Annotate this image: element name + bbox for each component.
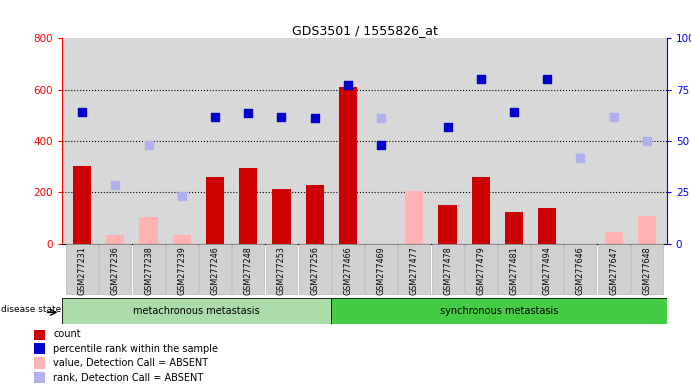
- FancyBboxPatch shape: [565, 244, 596, 294]
- FancyBboxPatch shape: [498, 244, 530, 294]
- Point: [276, 114, 287, 120]
- Bar: [638, 215, 656, 244]
- Text: GSM277479: GSM277479: [476, 247, 485, 295]
- FancyBboxPatch shape: [332, 244, 364, 294]
- Bar: [339, 87, 357, 244]
- Bar: [206, 177, 224, 244]
- FancyBboxPatch shape: [631, 244, 663, 294]
- Text: GSM277646: GSM277646: [576, 247, 585, 295]
- Point: [575, 155, 586, 161]
- FancyBboxPatch shape: [531, 244, 563, 294]
- FancyBboxPatch shape: [598, 244, 630, 294]
- Text: GSM277253: GSM277253: [277, 247, 286, 295]
- Point: [509, 109, 520, 115]
- Bar: [34, 357, 46, 369]
- Title: GDS3501 / 1555826_at: GDS3501 / 1555826_at: [292, 24, 437, 37]
- Text: GSM277469: GSM277469: [377, 247, 386, 295]
- Point: [376, 142, 387, 148]
- Point: [442, 124, 453, 130]
- Point: [110, 182, 121, 188]
- Text: GSM277648: GSM277648: [643, 247, 652, 295]
- FancyBboxPatch shape: [100, 244, 131, 294]
- Bar: [405, 191, 424, 244]
- Bar: [605, 232, 623, 244]
- Text: GSM277481: GSM277481: [509, 247, 518, 295]
- Bar: [331, 298, 667, 324]
- Bar: [73, 166, 91, 244]
- FancyBboxPatch shape: [265, 244, 297, 294]
- Text: GSM277478: GSM277478: [443, 247, 452, 295]
- Bar: [34, 328, 46, 340]
- Bar: [140, 217, 158, 244]
- Text: value, Detection Call = ABSENT: value, Detection Call = ABSENT: [53, 358, 208, 368]
- Point: [475, 76, 486, 83]
- Text: count: count: [53, 329, 81, 339]
- FancyBboxPatch shape: [399, 244, 430, 294]
- Bar: [62, 298, 331, 324]
- Text: percentile rank within the sample: percentile rank within the sample: [53, 344, 218, 354]
- Bar: [438, 205, 457, 244]
- Text: disease state: disease state: [1, 305, 61, 314]
- Text: GSM277494: GSM277494: [542, 247, 551, 295]
- Point: [376, 115, 387, 121]
- Text: GSM277239: GSM277239: [178, 247, 187, 295]
- Point: [342, 81, 353, 88]
- FancyBboxPatch shape: [166, 244, 198, 294]
- Bar: [472, 177, 490, 244]
- Text: GSM277231: GSM277231: [77, 247, 86, 295]
- Text: GSM277256: GSM277256: [310, 247, 319, 295]
- Text: GSM277647: GSM277647: [609, 247, 618, 295]
- Text: GSM277236: GSM277236: [111, 247, 120, 295]
- FancyBboxPatch shape: [465, 244, 497, 294]
- FancyBboxPatch shape: [232, 244, 264, 294]
- Bar: [272, 189, 291, 244]
- Bar: [34, 372, 46, 384]
- Bar: [505, 212, 523, 244]
- Point: [309, 115, 320, 121]
- FancyBboxPatch shape: [133, 244, 164, 294]
- Bar: [106, 235, 124, 244]
- Point: [209, 114, 220, 120]
- Text: GSM277466: GSM277466: [343, 247, 352, 295]
- FancyBboxPatch shape: [432, 244, 464, 294]
- Text: rank, Detection Call = ABSENT: rank, Detection Call = ABSENT: [53, 372, 203, 382]
- Point: [143, 142, 154, 148]
- Bar: [239, 168, 257, 244]
- Point: [608, 114, 619, 120]
- Bar: [173, 235, 191, 244]
- Point: [475, 76, 486, 83]
- Text: metachronous metastasis: metachronous metastasis: [133, 306, 260, 316]
- FancyBboxPatch shape: [199, 244, 231, 294]
- Text: GSM277238: GSM277238: [144, 247, 153, 295]
- Text: synchronous metastasis: synchronous metastasis: [439, 306, 558, 316]
- Point: [243, 110, 254, 116]
- Point: [77, 109, 88, 115]
- FancyBboxPatch shape: [66, 244, 98, 294]
- Text: GSM277477: GSM277477: [410, 247, 419, 295]
- Point: [542, 76, 553, 83]
- Point: [176, 193, 187, 199]
- Text: GSM277248: GSM277248: [244, 247, 253, 295]
- FancyBboxPatch shape: [299, 244, 330, 294]
- Bar: [538, 208, 556, 244]
- Bar: [305, 185, 324, 244]
- FancyBboxPatch shape: [365, 244, 397, 294]
- Point: [641, 138, 652, 144]
- Bar: [34, 343, 46, 354]
- Text: GSM277246: GSM277246: [211, 247, 220, 295]
